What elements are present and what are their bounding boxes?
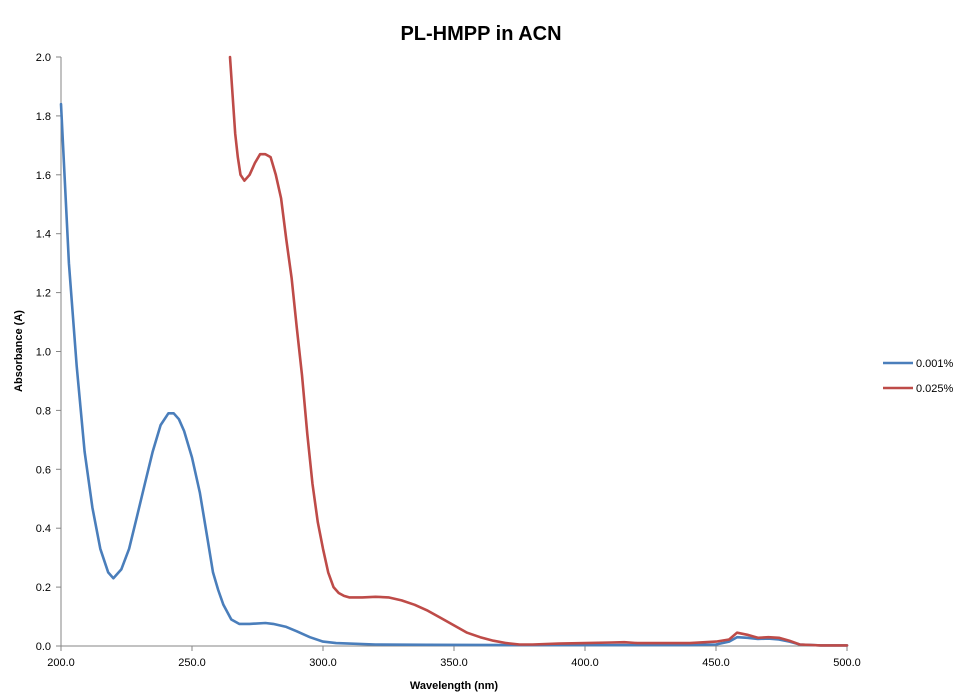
x-tick-label: 350.0 [440,657,468,669]
legend-label-0: 0.001% [916,358,954,370]
y-tick-label: 1.4 [36,229,51,241]
y-axis-title: Absorbance (A) [13,310,25,392]
x-axis: 200.0 250.0 300.0 350.0 400.0 450.0 500.0 [47,645,861,669]
x-tick-label: 500.0 [833,657,861,669]
y-tick-label: 0.0 [36,641,51,653]
x-axis-title: Wavelength (nm) [410,680,499,692]
y-axis: 0.0 0.2 0.4 0.6 0.8 1.0 1.2 1.4 1.6 1.8 2.0 [36,52,62,653]
series-line-1 [228,55,849,647]
y-tick-label: 0.8 [36,405,51,417]
chart-title: PL-HMPP in ACN [400,23,561,45]
y-tick-label: 1.8 [36,111,51,123]
y-tick-label: 1.2 [36,288,51,300]
y-tick-label: 1.0 [36,347,51,359]
legend: 0.001% 0.025% [883,358,954,395]
y-tick-label: 0.2 [36,582,51,594]
series-line-0 [59,102,849,647]
y-tick-label: 2.0 [36,52,51,64]
x-tick-label: 300.0 [309,657,337,669]
x-tick-label: 400.0 [571,657,599,669]
x-tick-label: 200.0 [47,657,75,669]
y-tick-label: 1.6 [36,170,51,182]
x-tick-label: 450.0 [702,657,730,669]
legend-label-1: 0.025% [916,383,954,395]
x-tick-label: 250.0 [178,657,206,669]
series-layer [59,55,849,647]
y-tick-label: 0.6 [36,464,51,476]
y-tick-label: 0.4 [36,523,51,535]
